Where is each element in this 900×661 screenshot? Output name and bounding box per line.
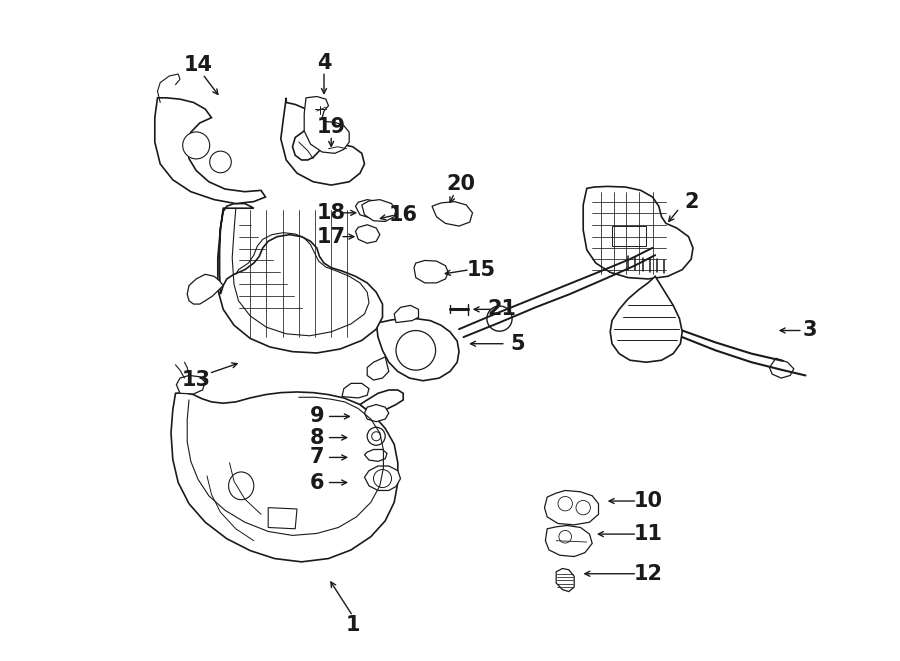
Polygon shape bbox=[218, 204, 382, 353]
Circle shape bbox=[374, 469, 392, 488]
Circle shape bbox=[559, 530, 572, 543]
Text: 13: 13 bbox=[182, 370, 211, 390]
Polygon shape bbox=[414, 260, 448, 283]
Text: 18: 18 bbox=[317, 203, 346, 223]
Text: 21: 21 bbox=[488, 299, 517, 319]
Polygon shape bbox=[394, 305, 418, 323]
Text: 19: 19 bbox=[317, 117, 346, 137]
Polygon shape bbox=[268, 508, 297, 529]
Text: 3: 3 bbox=[803, 321, 817, 340]
Polygon shape bbox=[362, 200, 396, 221]
Text: 1: 1 bbox=[346, 615, 360, 635]
Circle shape bbox=[183, 132, 210, 159]
Polygon shape bbox=[364, 449, 387, 461]
Polygon shape bbox=[556, 568, 574, 592]
Polygon shape bbox=[356, 200, 382, 218]
Polygon shape bbox=[356, 225, 380, 243]
Circle shape bbox=[576, 500, 590, 515]
Polygon shape bbox=[281, 98, 365, 185]
Polygon shape bbox=[364, 405, 389, 422]
Polygon shape bbox=[155, 98, 266, 204]
Polygon shape bbox=[342, 383, 369, 398]
Text: 12: 12 bbox=[634, 564, 662, 584]
Text: 14: 14 bbox=[184, 55, 212, 75]
Circle shape bbox=[487, 306, 512, 331]
Text: 11: 11 bbox=[634, 524, 662, 544]
Ellipse shape bbox=[229, 472, 254, 500]
Polygon shape bbox=[367, 357, 389, 380]
Circle shape bbox=[210, 151, 231, 173]
Polygon shape bbox=[376, 319, 459, 381]
Polygon shape bbox=[610, 276, 682, 362]
Polygon shape bbox=[432, 202, 473, 226]
Polygon shape bbox=[770, 358, 794, 378]
Circle shape bbox=[396, 330, 436, 370]
Polygon shape bbox=[583, 186, 693, 279]
Polygon shape bbox=[544, 490, 598, 525]
Polygon shape bbox=[176, 375, 205, 394]
Text: 10: 10 bbox=[634, 491, 662, 511]
Polygon shape bbox=[304, 97, 349, 153]
Text: 4: 4 bbox=[317, 53, 331, 73]
Polygon shape bbox=[364, 466, 400, 490]
Circle shape bbox=[558, 496, 572, 511]
Polygon shape bbox=[545, 525, 592, 557]
Text: 17: 17 bbox=[317, 227, 346, 247]
Text: 7: 7 bbox=[310, 447, 324, 467]
Polygon shape bbox=[187, 274, 223, 304]
Text: 2: 2 bbox=[684, 192, 698, 212]
Text: 6: 6 bbox=[310, 473, 324, 492]
Text: 20: 20 bbox=[446, 174, 475, 194]
Text: 15: 15 bbox=[467, 260, 496, 280]
Text: 8: 8 bbox=[310, 428, 324, 447]
Circle shape bbox=[367, 427, 385, 446]
Text: 9: 9 bbox=[310, 407, 324, 426]
Text: 5: 5 bbox=[510, 334, 525, 354]
Text: 16: 16 bbox=[389, 205, 418, 225]
Polygon shape bbox=[612, 226, 646, 246]
Circle shape bbox=[372, 432, 381, 441]
Polygon shape bbox=[171, 392, 398, 562]
Polygon shape bbox=[360, 390, 403, 415]
